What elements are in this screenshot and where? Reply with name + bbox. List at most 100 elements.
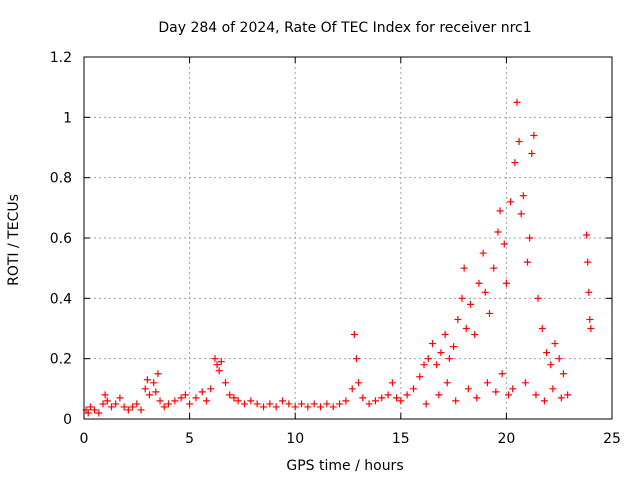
data-point — [99, 400, 107, 408]
data-point — [515, 137, 523, 145]
data-point — [317, 403, 325, 411]
data-point — [547, 361, 555, 369]
data-point — [198, 388, 206, 396]
data-point — [393, 394, 401, 402]
data-point — [329, 403, 337, 411]
data-point — [557, 394, 565, 402]
data-point — [490, 264, 498, 272]
data-point — [388, 379, 396, 387]
data-point — [466, 300, 474, 308]
data-point — [403, 391, 411, 399]
data-point — [549, 385, 557, 393]
data-point — [498, 370, 506, 378]
data-point — [583, 231, 591, 239]
data-point — [450, 343, 458, 351]
data-points — [82, 98, 595, 417]
data-point — [559, 370, 567, 378]
y-tick-label: 1.2 — [50, 50, 72, 66]
data-point — [150, 379, 158, 387]
data-point — [186, 400, 194, 408]
data-point — [471, 331, 479, 339]
data-point — [207, 385, 215, 393]
data-point — [124, 406, 132, 414]
data-point — [500, 240, 508, 248]
data-point — [352, 355, 360, 363]
data-point — [129, 403, 137, 411]
data-point — [551, 340, 559, 348]
data-point — [141, 385, 149, 393]
data-point — [230, 394, 238, 402]
data-point — [164, 400, 172, 408]
data-point — [384, 391, 392, 399]
data-point — [378, 394, 386, 402]
data-point — [156, 397, 164, 405]
data-point — [513, 98, 521, 106]
data-point — [483, 379, 491, 387]
data-point — [211, 355, 219, 363]
data-point — [502, 279, 510, 287]
data-point — [336, 400, 344, 408]
data-point — [133, 400, 141, 408]
data-point — [443, 379, 451, 387]
data-point — [424, 355, 432, 363]
x-tick-label: 10 — [286, 431, 304, 447]
y-tick-label: 0.8 — [50, 171, 72, 187]
data-point — [555, 355, 563, 363]
data-point — [586, 315, 594, 323]
data-point — [475, 279, 483, 287]
data-point — [137, 406, 145, 414]
data-point — [543, 349, 551, 357]
y-tick-label: 0.2 — [50, 352, 72, 368]
data-point — [496, 207, 504, 215]
data-point — [397, 397, 405, 405]
data-point — [464, 385, 472, 393]
data-point — [486, 309, 494, 317]
data-point — [526, 234, 534, 242]
data-point — [285, 400, 293, 408]
data-point — [103, 397, 111, 405]
data-point — [460, 264, 468, 272]
data-point — [416, 373, 424, 381]
data-point — [519, 192, 527, 200]
data-point — [355, 379, 363, 387]
data-point — [564, 391, 572, 399]
data-point — [260, 403, 268, 411]
x-tick-label: 5 — [185, 431, 194, 447]
data-point — [454, 315, 462, 323]
data-point — [215, 367, 223, 375]
data-point — [241, 400, 249, 408]
data-point — [462, 325, 470, 332]
data-point — [304, 403, 312, 411]
y-tick-label: 0.4 — [50, 291, 72, 307]
data-point — [152, 388, 160, 396]
data-point — [272, 403, 280, 411]
data-point — [266, 400, 274, 408]
data-point — [441, 331, 449, 339]
data-point — [371, 397, 379, 405]
data-point — [202, 397, 210, 405]
data-point — [584, 258, 592, 266]
data-point — [524, 258, 532, 266]
data-point — [532, 391, 540, 399]
data-point — [154, 370, 162, 378]
data-point — [101, 391, 109, 399]
data-point — [143, 376, 151, 384]
data-point — [116, 394, 124, 402]
y-tick-label: 1 — [63, 110, 72, 126]
data-point — [160, 403, 168, 411]
data-point — [365, 400, 373, 408]
data-point — [112, 400, 120, 408]
x-axis-label: GPS time / hours — [286, 458, 403, 474]
data-point — [181, 391, 189, 399]
data-point — [534, 294, 542, 302]
data-point — [145, 391, 153, 399]
data-point — [323, 400, 331, 408]
data-point — [435, 391, 443, 399]
y-tick-label: 0.6 — [50, 231, 72, 247]
data-point — [247, 397, 255, 405]
data-point — [492, 388, 500, 396]
data-point — [234, 397, 242, 405]
y-axis-label: ROTI / TECUs — [6, 194, 22, 286]
data-point — [479, 249, 487, 257]
